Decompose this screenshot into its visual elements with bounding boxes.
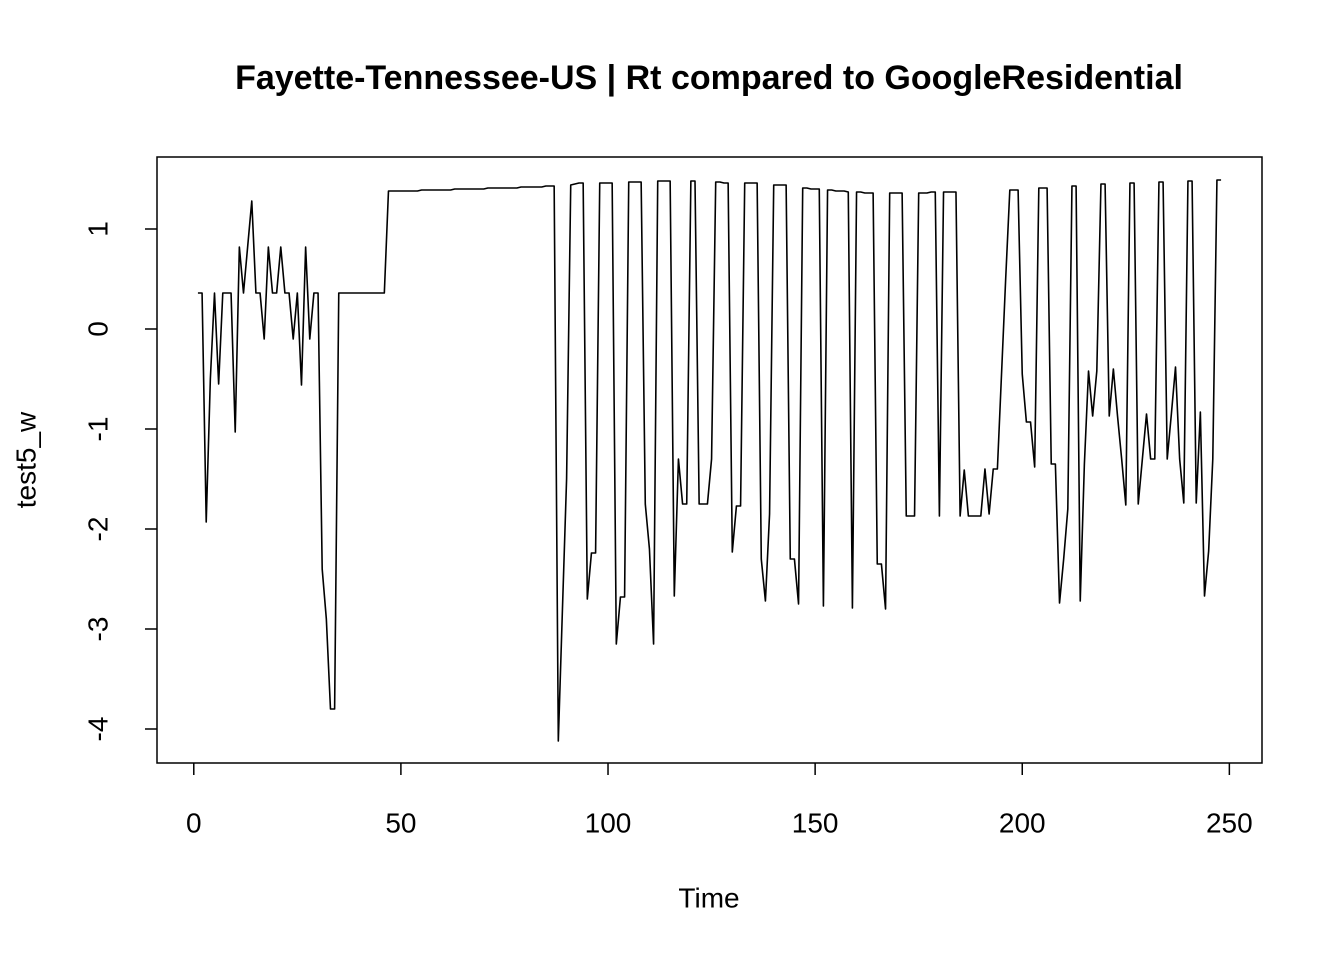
plot-frame	[156, 156, 1263, 764]
y-tick-label: 1	[82, 221, 113, 237]
x-tick-label: 250	[1206, 807, 1253, 838]
y-tick-label: -4	[82, 717, 113, 742]
x-tick-label: 100	[585, 807, 632, 838]
x-tick-label: 200	[999, 807, 1046, 838]
y-tick-label: 0	[82, 321, 113, 337]
x-axis-label: Time	[678, 882, 739, 913]
x-tick-label: 0	[186, 807, 202, 838]
y-tick-label: -2	[82, 517, 113, 542]
y-tick-label: -3	[82, 617, 113, 642]
y-axis-label: test5_w	[10, 411, 41, 508]
y-tick-label: -1	[82, 417, 113, 442]
data-line	[197, 179, 1222, 742]
x-tick-label: 50	[385, 807, 416, 838]
x-tick-label: 150	[792, 807, 839, 838]
chart-title: Fayette-Tennessee-US | Rt compared to Go…	[235, 59, 1183, 97]
